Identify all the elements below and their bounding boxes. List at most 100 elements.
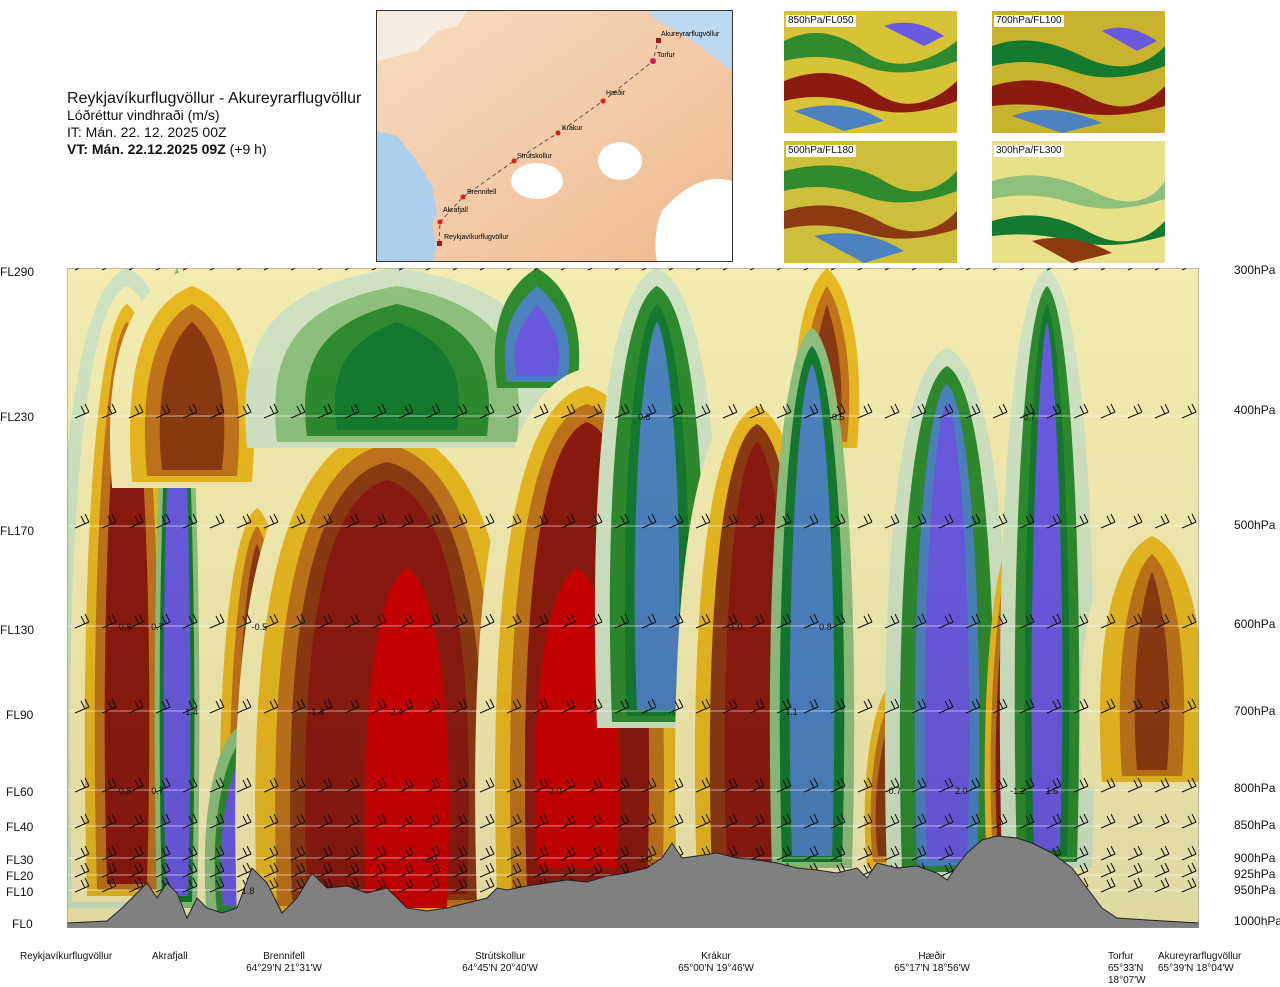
map-label-torfur: Torfur bbox=[657, 52, 676, 59]
wind-barb bbox=[452, 268, 459, 271]
wind-barb bbox=[182, 403, 198, 419]
value-label-20: -1.2 bbox=[1010, 786, 1026, 796]
wind-barb bbox=[965, 777, 981, 793]
wind-barb bbox=[425, 513, 441, 529]
wind-barb bbox=[992, 698, 1008, 714]
wind-barb bbox=[1046, 777, 1062, 793]
waypoint-marker-akureyri bbox=[656, 38, 661, 43]
wind-barb bbox=[1154, 877, 1170, 893]
p-label-925: 925hPa bbox=[1234, 867, 1276, 881]
wind-barb bbox=[641, 813, 657, 829]
wind-barb bbox=[182, 845, 198, 861]
map-label-reykjavik: Reykjavíkurflugvöllur bbox=[444, 234, 509, 241]
wind-barb bbox=[425, 403, 441, 419]
value-label-6: -0.8 bbox=[116, 786, 132, 796]
wind-barb bbox=[749, 513, 765, 529]
wind-barb bbox=[506, 845, 522, 861]
wind-barb bbox=[182, 877, 198, 893]
value-label-15: 0.8 bbox=[819, 622, 832, 632]
wind-barb bbox=[1181, 813, 1197, 829]
wind-barb bbox=[398, 698, 414, 714]
wind-barb bbox=[911, 513, 927, 529]
fl-label-40: FL40 bbox=[6, 820, 34, 834]
wind-barb bbox=[74, 845, 90, 861]
thumb-700[interactable]: 700hPa/FL100 bbox=[992, 11, 1165, 133]
thumb-850[interactable]: 850hPa/FL050 bbox=[784, 11, 957, 133]
wind-barb bbox=[209, 777, 225, 793]
wind-barb bbox=[560, 777, 576, 793]
wind-barb bbox=[776, 777, 792, 793]
wind-barb bbox=[398, 613, 414, 629]
wind-barb bbox=[560, 613, 576, 629]
waypoint-strutskollur-name: Strútskollur bbox=[474, 951, 525, 962]
wind-barb bbox=[452, 698, 468, 714]
thumb-500-pattern bbox=[784, 141, 957, 263]
thumb-700-pattern bbox=[992, 11, 1165, 133]
wind-barb bbox=[101, 877, 117, 893]
wind-barb bbox=[668, 403, 684, 419]
wind-barb bbox=[452, 862, 468, 878]
wind-barb bbox=[344, 268, 351, 271]
wind-barb bbox=[344, 845, 360, 861]
wind-barb bbox=[263, 777, 279, 793]
wind-barb bbox=[425, 845, 441, 861]
wind-barb bbox=[722, 613, 738, 629]
wind-barb bbox=[182, 813, 198, 829]
value-label-19: 2.0 bbox=[955, 786, 968, 796]
thumb-500[interactable]: 500hPa/FL180 bbox=[784, 141, 957, 263]
thumb-300[interactable]: 300hPa/FL300 bbox=[992, 141, 1165, 263]
wind-barb bbox=[587, 777, 603, 793]
wind-barb bbox=[1181, 268, 1188, 271]
waypoint-haedir: Hæðir 65°17'N 18°56'W bbox=[892, 951, 972, 975]
wind-barb bbox=[452, 813, 468, 829]
wind-barb bbox=[1100, 845, 1116, 861]
wind-barb bbox=[371, 513, 387, 529]
value-label-17: 0.7 bbox=[1023, 412, 1036, 422]
wind-barb bbox=[344, 777, 360, 793]
route-map[interactable]: Akureyrarflugvöllur Torfur Hæðir Krákur … bbox=[376, 10, 733, 262]
wind-barb bbox=[263, 513, 279, 529]
wind-barb bbox=[560, 845, 576, 861]
wind-barb bbox=[398, 268, 405, 271]
wind-barb bbox=[263, 862, 279, 878]
waypoint-marker-reykjavik bbox=[437, 241, 442, 246]
wind-barb bbox=[479, 613, 495, 629]
wind-barb bbox=[425, 613, 441, 629]
p-label-300: 300hPa bbox=[1234, 263, 1276, 277]
route-title: Reykjavíkurflugvöllur - Akureyrarflugvöl… bbox=[67, 90, 362, 107]
waypoint-reykjavik: Reykjavíkurflugvöllur bbox=[20, 951, 112, 963]
wind-barb bbox=[641, 403, 657, 419]
wind-barb bbox=[344, 813, 360, 829]
wind-barb bbox=[263, 403, 279, 419]
wind-barb bbox=[128, 862, 144, 878]
wind-barb bbox=[668, 268, 675, 271]
wind-barb bbox=[344, 698, 360, 714]
wind-barb bbox=[479, 777, 495, 793]
wind-barb bbox=[155, 698, 171, 714]
wind-barb bbox=[614, 777, 630, 793]
wind-barb bbox=[722, 513, 738, 529]
wind-barb bbox=[911, 845, 927, 861]
wind-barb bbox=[803, 813, 819, 829]
title-block: Reykjavíkurflugvöllur - Akureyrarflugvöl… bbox=[67, 90, 361, 158]
wind-barb bbox=[506, 613, 522, 629]
wind-barb bbox=[1019, 613, 1035, 629]
waypoint-haedir-name: Hæðir bbox=[918, 951, 946, 962]
wind-barb bbox=[533, 698, 549, 714]
wind-barb bbox=[506, 777, 522, 793]
wind-barb bbox=[452, 613, 468, 629]
wind-barb bbox=[344, 613, 360, 629]
wind-barb bbox=[290, 877, 306, 893]
wind-barb bbox=[209, 877, 225, 893]
waypoint-strutskollur-coord: 64°45'N 20°40'W bbox=[462, 963, 538, 974]
wind-barb bbox=[74, 877, 90, 893]
p-label-500: 500hPa bbox=[1234, 518, 1276, 532]
wind-barb bbox=[236, 403, 252, 419]
wind-barb bbox=[803, 845, 819, 861]
wind-barb bbox=[749, 777, 765, 793]
wind-barb bbox=[830, 268, 837, 271]
wind-barb bbox=[236, 513, 252, 529]
wind-barb bbox=[1019, 513, 1035, 529]
wind-barb bbox=[965, 613, 981, 629]
wind-barb bbox=[668, 813, 684, 829]
